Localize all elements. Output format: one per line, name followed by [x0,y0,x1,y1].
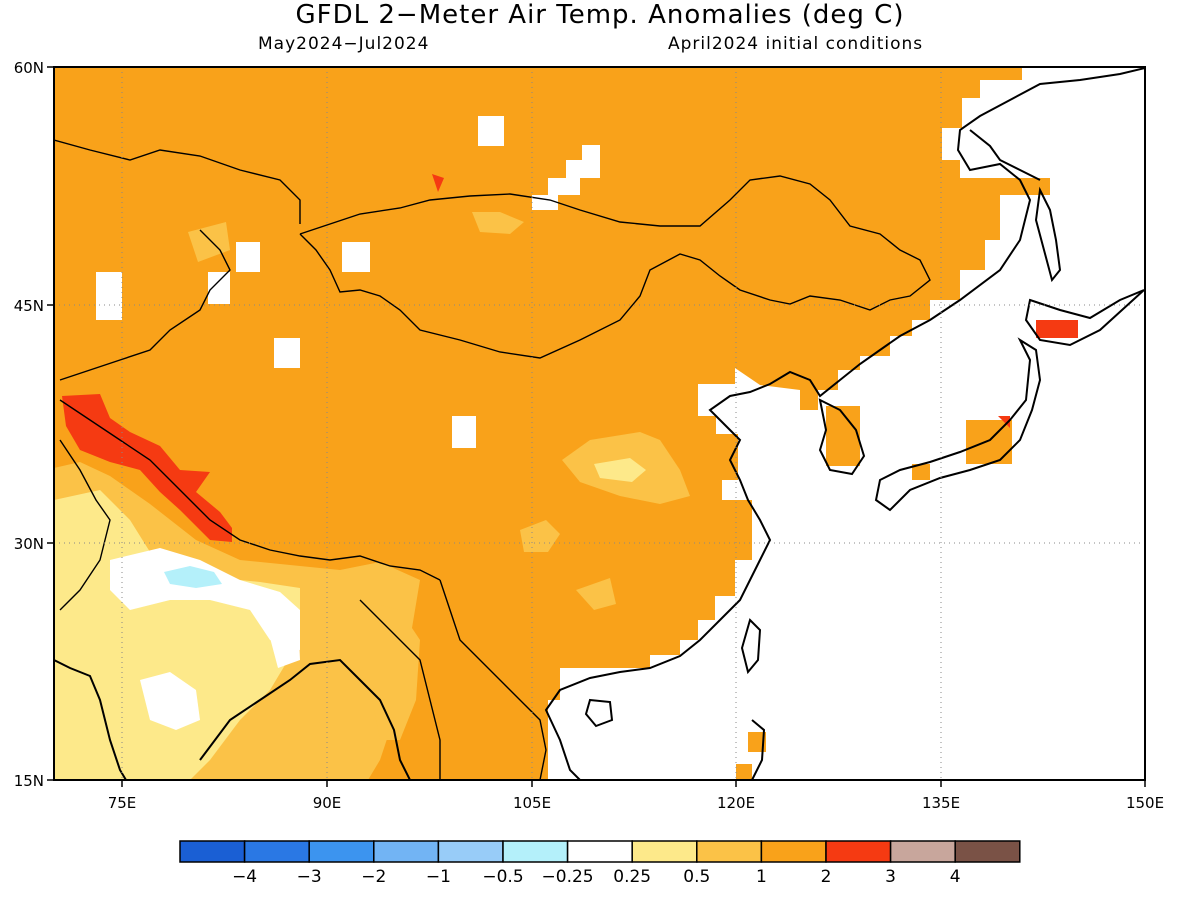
colorbar-label: −2 [361,867,386,887]
lon-labels: 75E 90E 105E 120E 135E 150E [108,794,1164,812]
coastlines [54,67,1145,780]
coastline-bay-of-bengal [199,658,411,780]
colorbar-swatch [825,840,892,863]
colorbar: −4 −3 −2 −1 −0.5 −0.25 0.25 0.5 1 2 3 4 [179,840,1021,887]
colorbar-label: 4 [950,867,961,887]
anomaly-region-2-3-tohoku [998,416,1010,428]
anomaly-region-0-5-1-kazakh [188,222,230,262]
colorbar-swatch [179,840,246,863]
colorbar-swatch [243,840,310,863]
map-title: GFDL 2−Meter Air Temp. Anomalies (deg C) [295,0,905,30]
colorbar-swatch [566,840,633,863]
anomaly-region-neutral-north-india [110,548,300,650]
anomaly-hole-baikal [532,145,600,210]
anomaly-field [54,67,1078,780]
colorbar-swatch [760,840,827,863]
coastline-luzon [751,719,766,780]
colorbar-swatch [308,840,375,863]
anomaly-hole-qinghai [452,416,476,448]
lon-label-150e: 150E [1126,794,1164,812]
anomaly-region-2-3-karakoram [62,394,232,542]
border-india-pakistan [59,439,111,611]
anomaly-region-0-5-1-hunan [576,578,616,610]
lat-label-60n: 60N [14,59,44,77]
colorbar-label: 2 [821,867,832,887]
anomaly-hole-sayram [236,242,260,272]
anomaly-patch-taiwan [748,732,766,752]
anomaly-region-neutral-deccan [140,672,200,730]
map-frame [53,66,1146,781]
anomaly-region-0-5-1-mongolia [472,212,524,234]
colorbar-swatch [631,840,698,863]
anomaly-region-0-5-1-sichuan [520,520,560,552]
graticule [54,67,1145,780]
anomaly-hole-angara [478,116,504,146]
colorbar-swatch [889,840,956,863]
lat-label-30n: 30N [14,535,44,553]
forecast-period: May2024−Jul2024 [258,34,430,54]
coastline-korea [818,398,866,476]
anomaly-region-0-25-0-5-plateau [594,458,646,482]
anomaly-hole-uvs [342,242,370,272]
lon-label-90e: 90E [313,794,342,812]
anomaly-patch-luzon [736,764,752,780]
lon-label-75e: 75E [108,794,137,812]
lat-label-45n: 45N [14,297,44,315]
border-china-india [59,399,441,581]
lat-label-15n: 15N [14,772,44,790]
anomaly-hole-bosten [274,338,300,368]
anomaly-region-2-3-siberia [432,174,444,192]
colorbar-label: −0.25 [542,867,594,887]
colorbar-label: 0.25 [613,867,651,887]
colorbar-swatch [373,840,440,863]
colorbar-label: −3 [297,867,322,887]
lon-label-105e: 105E [513,794,551,812]
anomaly-hole-zaysan [208,272,230,304]
lat-labels: 60N 45N 30N 15N [14,59,44,790]
border-russia-kazakhstan [54,139,301,224]
coastline-japan-honshu [874,337,1042,512]
border-myanmar [359,599,441,780]
colorbar-swatch [696,840,763,863]
anomaly-hole-balkhash [96,272,122,320]
coastline-taiwan [740,618,762,675]
colorbar-label: −4 [232,867,257,887]
lon-label-120e: 120E [717,794,755,812]
colorbar-label: 1 [756,867,767,887]
lon-label-135e: 135E [922,794,960,812]
axis-ticks [47,66,1146,787]
anomaly-region-2-3-hokkaido [1036,320,1078,338]
coastline-hokkaido [1024,289,1145,347]
colorbar-label: −1 [426,867,451,887]
colorbar-swatch [954,840,1021,863]
colorbar-label: −0.5 [482,867,523,887]
anomaly-patch-korea [826,406,860,466]
coastline-sakhalin [1034,186,1062,283]
anomaly-patch-honshu [966,420,1012,464]
coastline-east-asia [544,67,1145,780]
colorbar-label: 3 [885,867,896,887]
anomaly-region-0-5-1-indochina [360,600,420,740]
colorbar-label: 0.5 [683,867,710,887]
anomaly-region-negative-ganges [164,566,222,588]
coastline-arabian-sea [54,659,127,780]
anomaly-patch-kyushu [912,464,930,480]
coastline-hainan [584,698,614,728]
border-indochina [439,579,547,780]
coastline-okhotsk [969,129,1041,181]
colorbar-swatch [437,840,504,863]
anomaly-region-neutral-east-india [260,600,300,668]
colorbar-swatch [502,840,569,863]
initial-conditions: April2024 initial conditions [668,34,924,54]
border-china-central-asia [59,229,231,381]
